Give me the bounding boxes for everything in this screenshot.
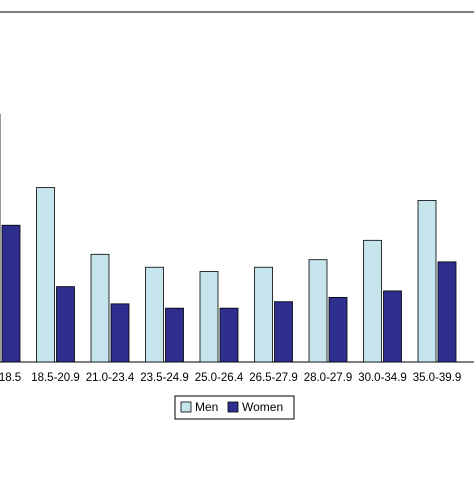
legend: Men Women [174, 395, 295, 420]
x-tick-label: 18.5 [0, 372, 21, 384]
x-tick-label: 35.0-39.9 [413, 372, 462, 384]
legend-label-men: Men [195, 400, 218, 414]
bars-group [0, 113, 457, 363]
bar-women-4 [219, 307, 239, 363]
x-tick-label: 26.5-27.9 [249, 372, 298, 384]
bar-men-6 [308, 259, 328, 363]
x-tick-label: 30.0-34.9 [358, 372, 407, 384]
bar-women-5 [274, 301, 293, 363]
legend-swatch-women [227, 401, 239, 413]
bar-men-2 [90, 253, 110, 363]
bar-women-3 [165, 307, 184, 363]
bar-men-3 [145, 266, 164, 363]
x-tick-label: 18.5-20.9 [31, 372, 80, 384]
bar-men-7 [363, 239, 382, 363]
bar-women-8 [437, 261, 457, 363]
legend-swatch-men [180, 401, 192, 413]
bar-women-0 [1, 224, 21, 363]
x-tick-labels: 18.5 18.5-20.9 21.0-23.4 23.5-24.9 25.0-26.4… [0, 372, 461, 384]
x-tick-label: 25.0-26.4 [195, 372, 244, 384]
bar-men-4 [199, 271, 219, 363]
x-tick-label: 23.5-24.9 [140, 372, 189, 384]
x-tick-label: 21.0-23.4 [86, 372, 135, 384]
bar-women-6 [328, 296, 348, 363]
bar-men-1 [36, 187, 55, 363]
bar-men-5 [254, 266, 273, 363]
legend-label-women: Women [242, 400, 283, 414]
bar-men-8 [417, 200, 437, 363]
x-tick-label: 28.0-27.9 [304, 372, 353, 384]
bar-women-1 [56, 286, 75, 363]
bar-women-2 [110, 303, 130, 363]
bar-women-7 [383, 290, 402, 363]
